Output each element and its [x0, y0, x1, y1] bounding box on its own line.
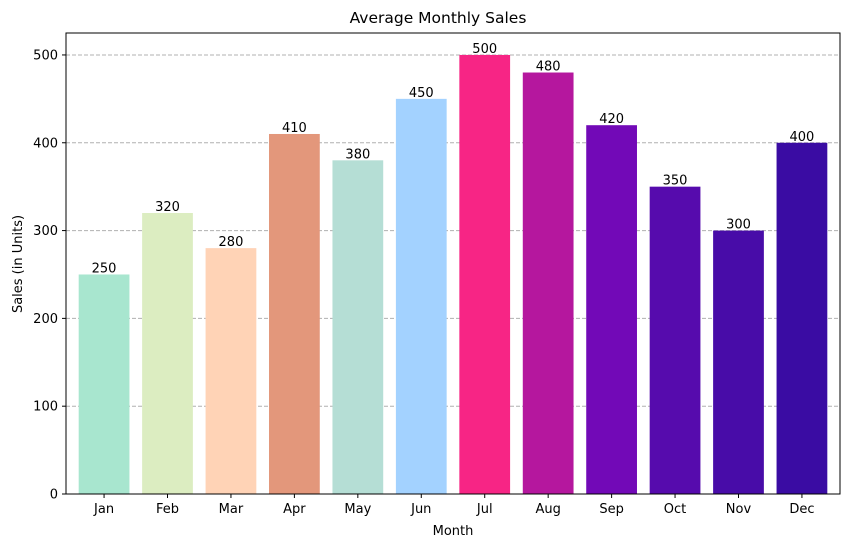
x-tick-label-aug: Aug [535, 502, 560, 517]
bar-feb [142, 213, 193, 494]
data-label-nov: 300 [726, 218, 751, 233]
data-label-jan: 250 [92, 261, 117, 276]
data-label-may: 380 [345, 147, 370, 162]
gridlines [66, 54, 840, 407]
x-tick-label-apr: Apr [283, 502, 306, 517]
x-tick-label-nov: Nov [726, 502, 752, 517]
plot-frame [65, 32, 841, 495]
bar-nov [713, 230, 764, 495]
data-label-oct: 350 [663, 174, 688, 189]
y-tick-label: 100 [33, 400, 58, 415]
bars [78, 54, 828, 495]
bar-mar [205, 248, 257, 494]
data-label-apr: 410 [282, 121, 307, 136]
bar-oct [649, 186, 701, 494]
x-tick-label-oct: Oct [664, 502, 686, 517]
y-tick-label: 0 [50, 488, 58, 503]
y-tick-label: 300 [33, 224, 58, 239]
data-label-jun: 450 [409, 86, 434, 101]
bar-may [332, 160, 384, 495]
x-tick-label-mar: Mar [219, 502, 244, 517]
x-tick-label-feb: Feb [156, 502, 179, 517]
x-tick-label-jan: Jan [93, 502, 114, 517]
x-tick-label-jun: Jun [410, 502, 431, 517]
y-tick-label: 200 [33, 312, 58, 327]
bar-aug [522, 72, 574, 494]
bar-jun [395, 98, 447, 494]
y-tick-label: 400 [33, 136, 58, 151]
y-axis-ticks: 0 100 200 300 400 500 [33, 48, 66, 503]
bar-jan [78, 274, 130, 494]
x-tick-label-jul: Jul [476, 502, 493, 517]
x-tick-label-sep: Sep [599, 502, 624, 517]
bar-apr [269, 133, 320, 494]
x-tick-label-dec: Dec [789, 502, 814, 517]
x-tick-label-may: May [344, 502, 371, 517]
y-tick-label: 500 [33, 48, 58, 63]
data-label-mar: 280 [219, 235, 244, 250]
data-labels: 250 320 280 410 380 450 500 480 420 350 300 400 [92, 42, 815, 277]
data-label-aug: 480 [536, 60, 561, 75]
data-label-jul: 500 [472, 42, 497, 57]
bar-jul [459, 54, 511, 494]
x-axis-ticks: Jan Feb Mar Apr May Jun Jul Aug Sep Oct Nov Dec [93, 494, 815, 517]
bar-sep [586, 125, 637, 494]
data-label-dec: 400 [790, 130, 815, 145]
x-axis-label: Month [433, 524, 474, 539]
chart-title: Average Monthly Sales [350, 9, 527, 27]
data-label-feb: 320 [155, 200, 180, 215]
y-axis-label: Sales (in Units) [11, 215, 26, 313]
data-label-sep: 420 [599, 112, 624, 127]
bar-dec [776, 142, 828, 494]
